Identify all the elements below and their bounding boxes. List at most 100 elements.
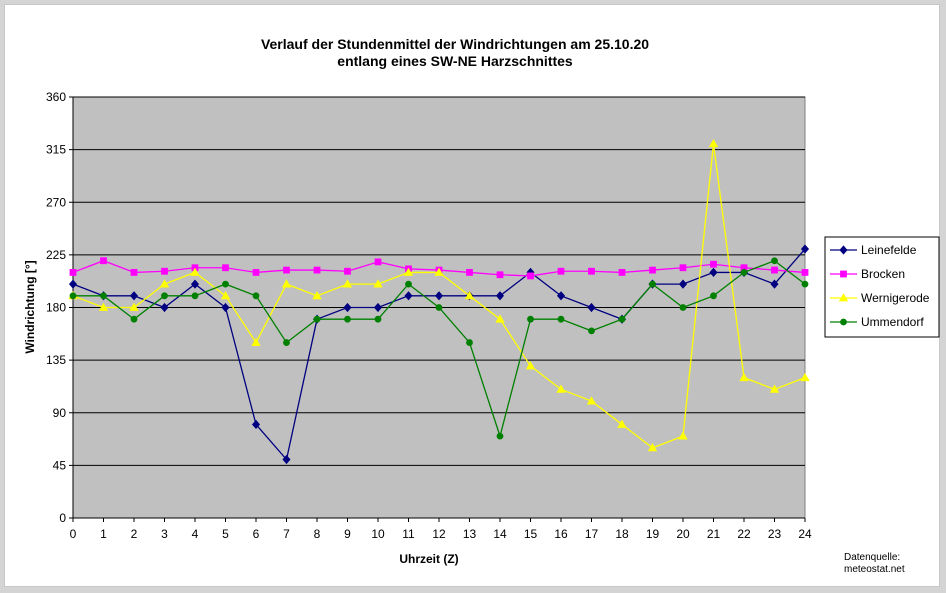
source-note-line2: meteostat.net [844,564,905,575]
data-point-leinefelde [221,302,230,313]
data-point-ummendorf [405,280,412,288]
data-point-wernigerode [556,384,566,393]
x-tick-label: 3 [161,527,168,541]
x-tick-label: 1 [100,527,107,541]
data-point-brocken [466,269,473,276]
data-point-wernigerode [312,290,322,300]
data-point-ummendorf [374,315,382,323]
data-point-brocken [557,267,565,275]
data-point-wernigerode [769,384,780,393]
x-tick-label: 8 [314,527,321,541]
data-point-wernigerode [495,314,505,323]
x-tick-label: 15 [524,527,538,541]
data-point-ummendorf [679,304,687,311]
data-point-ummendorf [283,339,290,346]
data-point-brocken [710,260,717,268]
x-tick-label: 22 [737,527,751,541]
legend-marker-leinefelde [839,245,848,255]
data-point-leinefelde [373,302,383,313]
data-point-brocken [588,267,595,275]
legend-label-ummendorf: Ummendorf [861,315,924,329]
data-point-leinefelde [68,279,78,289]
x-axis-label: Uhrzeit (Z) [399,552,458,566]
data-point-ummendorf [710,292,717,300]
data-point-brocken [618,269,626,276]
data-point-brocken [252,269,260,276]
data-point-leinefelde [251,419,261,430]
data-point-wernigerode [434,267,444,276]
data-point-ummendorf [161,292,168,300]
legend-label-leinefelde: Leinefelde [861,243,917,257]
data-point-brocken [679,264,687,272]
data-point-brocken [313,266,321,274]
x-tick-label: 18 [615,527,629,541]
y-axis-label: Windrichtung [°] [23,260,37,353]
data-point-ummendorf [252,292,260,300]
data-point-brocken [161,267,168,275]
data-point-brocken [649,266,656,274]
data-point-leinefelde [800,244,810,254]
source-note-line1: Datenquelle: [844,552,900,563]
data-point-brocken [100,257,107,265]
data-point-wernigerode [800,372,810,382]
data-point-leinefelde [770,279,779,289]
data-point-wernigerode [403,267,414,276]
data-point-ummendorf [618,315,626,323]
x-tick-label: 2 [131,527,138,541]
data-point-ummendorf [344,315,351,323]
data-point-brocken [801,269,809,276]
data-point-ummendorf [466,339,473,346]
x-tick-label: 9 [344,527,351,541]
data-point-ummendorf [222,280,229,288]
data-point-brocken [283,266,290,274]
y-tick-label: 360 [46,90,66,104]
x-tick-label: 5 [222,527,229,541]
data-point-ummendorf [740,269,748,276]
legend-item-wernigerode: Wernigerode [830,291,930,305]
data-point-leinefelde [495,291,505,301]
legend-label-wernigerode: Wernigerode [861,291,930,305]
data-point-ummendorf [588,327,595,335]
data-point-ummendorf [100,292,107,300]
data-point-wernigerode [525,361,536,370]
data-point-wernigerode [190,267,200,276]
x-tick-label: 21 [707,527,721,541]
data-point-ummendorf [191,292,199,300]
x-tick-label: 23 [768,527,782,541]
data-point-brocken [496,271,504,279]
data-point-leinefelde [587,302,596,313]
data-point-leinefelde [160,302,169,313]
legend-marker-wernigerode [838,293,849,302]
x-tick-label: 7 [283,527,290,541]
data-point-leinefelde [678,279,688,289]
x-tick-label: 4 [192,527,199,541]
y-tick-label: 90 [53,406,67,420]
data-point-ummendorf [313,315,321,323]
x-tick-label: 16 [554,527,568,541]
data-point-leinefelde [282,454,291,465]
data-point-wernigerode [220,290,231,300]
x-tick-label: 19 [646,527,660,541]
y-tick-label: 135 [46,353,66,367]
data-point-wernigerode [281,279,292,288]
x-tick-label: 13 [463,527,477,541]
x-tick-label: 20 [676,527,690,541]
chart-title-line2: entlang eines SW-NE Harzschnittes [337,53,573,69]
legend-item-brocken: Brocken [830,267,905,281]
series-wernigerode [68,138,810,452]
x-tick-label: 0 [70,527,77,541]
y-tick-label: 225 [46,248,66,262]
data-point-leinefelde [190,279,200,289]
x-tick-label: 12 [432,527,446,541]
data-point-brocken [527,272,534,280]
data-point-leinefelde [404,291,413,301]
data-point-ummendorf [130,315,138,323]
data-point-wernigerode [647,443,658,452]
x-tick-label: 14 [493,527,507,541]
data-point-ummendorf [649,280,656,288]
y-tick-label: 180 [46,301,66,315]
data-point-brocken [344,267,351,275]
x-tick-label: 11 [402,527,415,541]
